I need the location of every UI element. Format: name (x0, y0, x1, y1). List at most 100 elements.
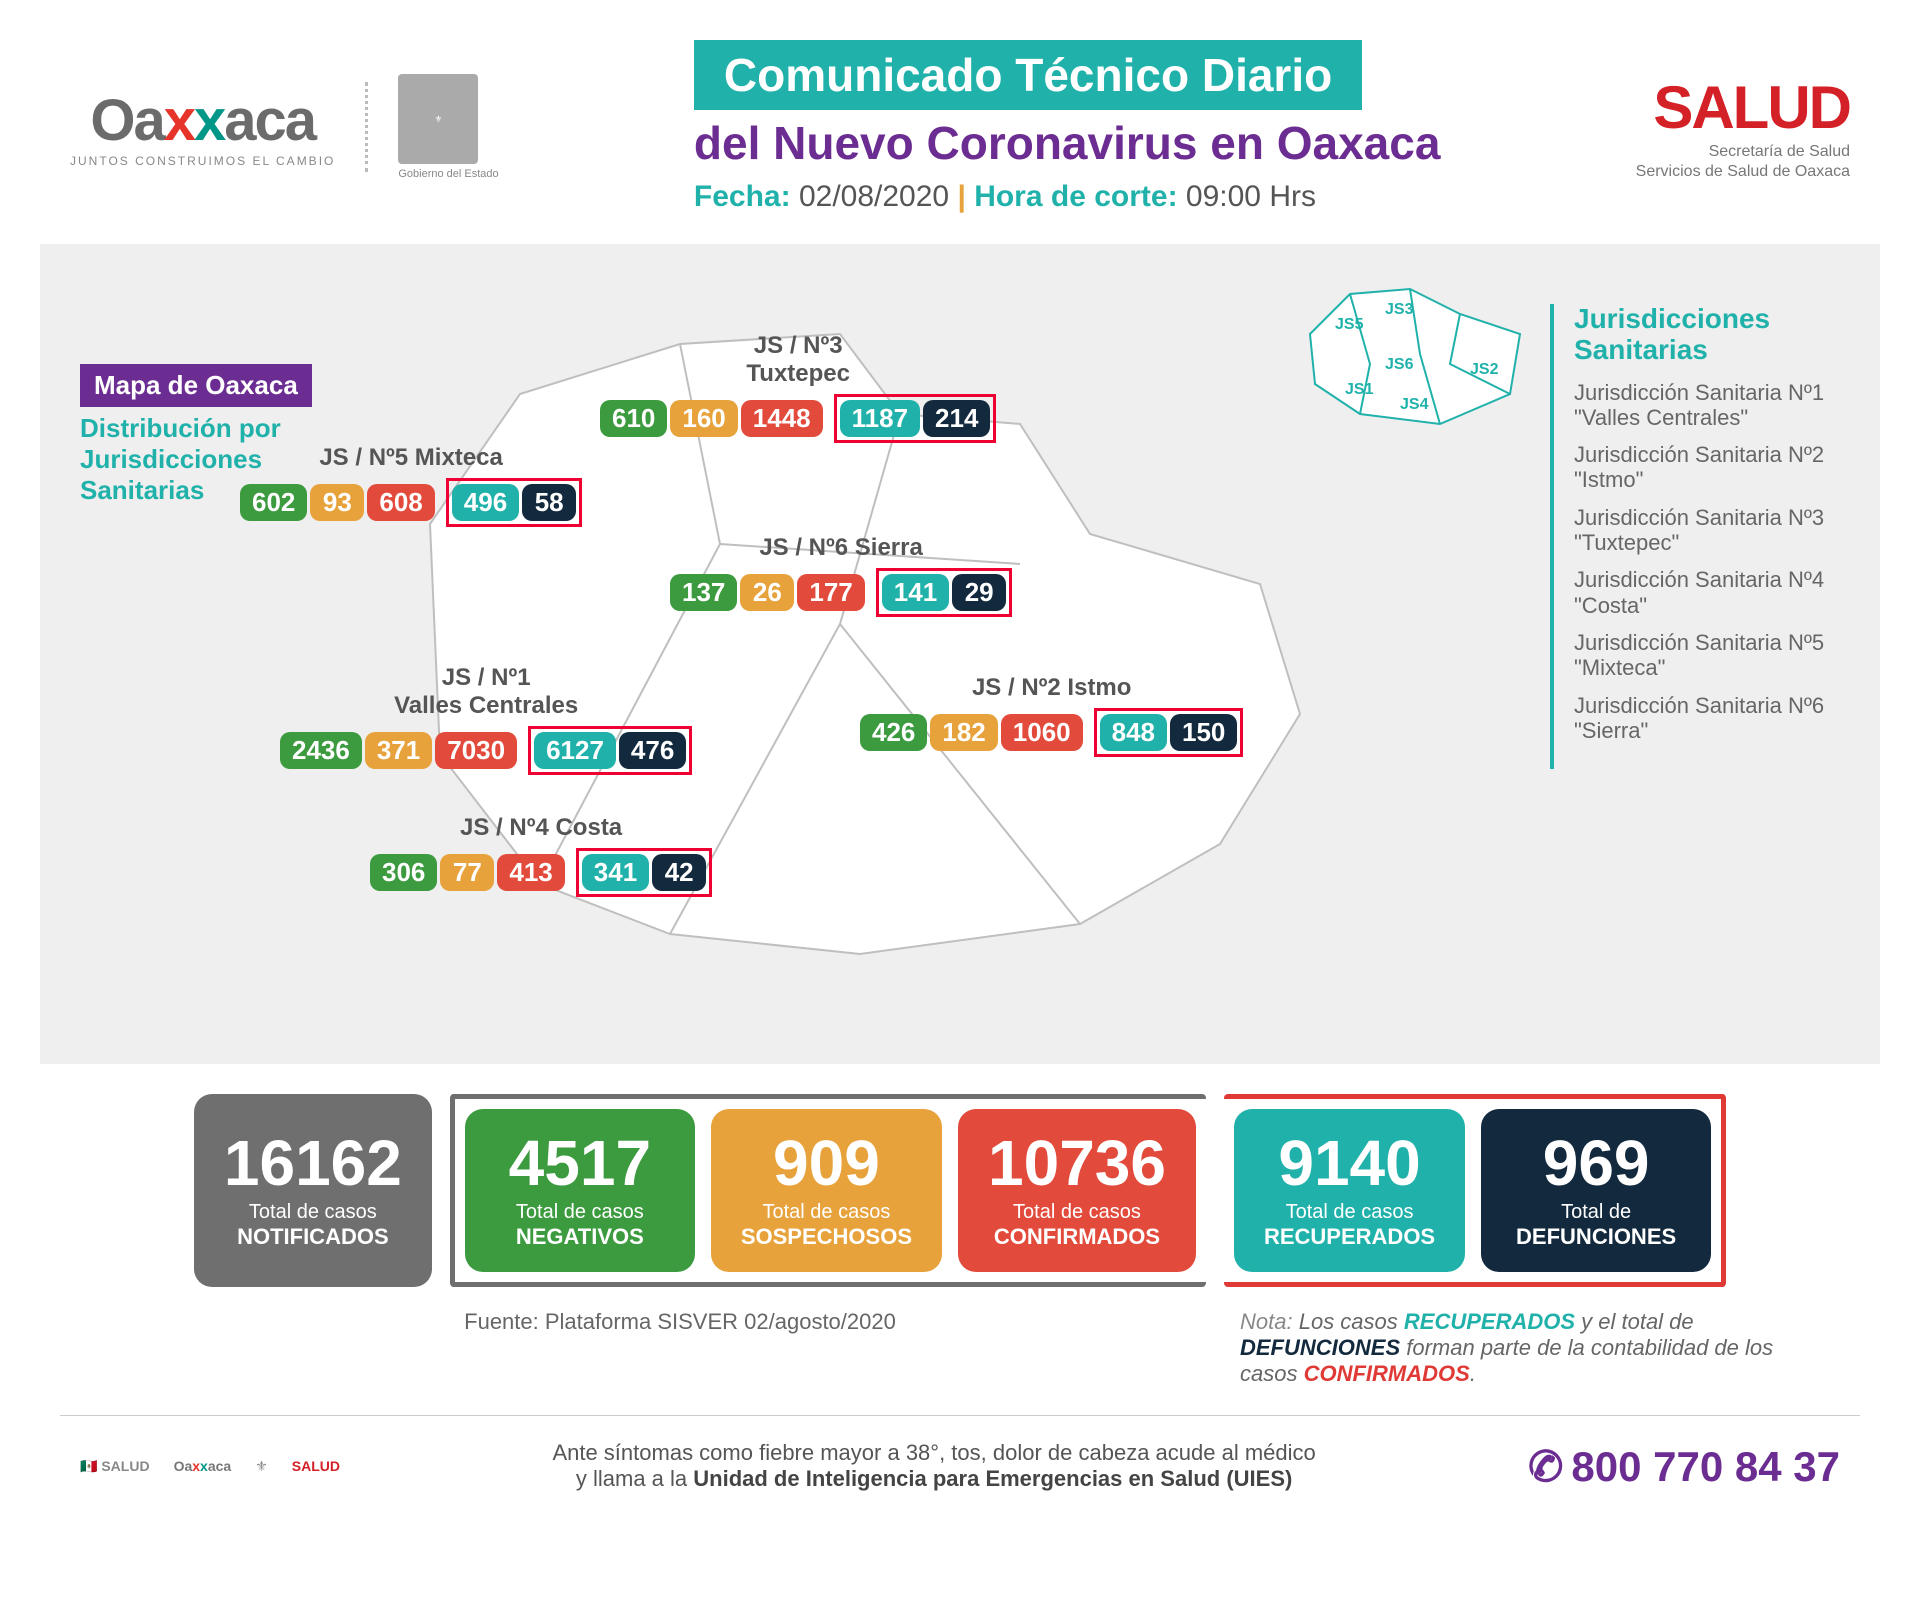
region-negative: 137 (670, 574, 737, 611)
time-label: Hora de corte: (974, 180, 1177, 213)
region-deaths: 150 (1170, 714, 1237, 751)
header-left-logos: Oaxxaca JUNTOS CONSTRUIMOS EL CAMBIO ⚜ G… (70, 74, 499, 180)
salud-mini-logo-icon: SALUD (292, 1458, 340, 1474)
report-dateline: Fecha: 02/08/2020 | Hora de corte: 09:00… (694, 180, 1441, 214)
report-title: Comunicado Técnico Diario (694, 40, 1362, 110)
region-deaths: 58 (522, 484, 576, 521)
total-suspect: 909 Total de casos SOSPECHOSOS (711, 1109, 942, 1272)
salud-mx-logo-icon: 🇲🇽 SALUD (80, 1458, 150, 1475)
salud-sub2: Servicios de Salud de Oaxaca (1636, 162, 1850, 181)
mini-map-icon: JS5 JS3 JS6 JS1 JS4 JS2 (1290, 274, 1540, 434)
region-istmo: JS / Nº2 Istmo4261821060848150 (860, 674, 1243, 757)
region-name: JS / Nº2 Istmo (860, 674, 1243, 702)
bracket-outcomes: 9140 Total de casos RECUPERADOS 969 Tota… (1224, 1094, 1726, 1287)
salud-logo-block: SALUD Secretaría de Salud Servicios de S… (1636, 73, 1850, 180)
total-notified-l1: Total de casos (224, 1201, 402, 1224)
region-recovered: 848 (1100, 714, 1167, 751)
oaxaca-wordmark: Oaxxaca (90, 87, 315, 154)
region-confirmed: 413 (497, 854, 564, 891)
mini-js2: JS2 (1470, 361, 1499, 378)
gov-label: Gobierno del Estado (398, 168, 498, 180)
region-recovered: 6127 (534, 732, 616, 769)
jur-item: Jurisdicción Sanitaria Nº4 "Costa" (1574, 567, 1840, 618)
total-negative-l1: Total de casos (495, 1201, 665, 1224)
jur-item: Jurisdicción Sanitaria Nº6 "Sierra" (1574, 693, 1840, 744)
region-suspect: 26 (740, 574, 794, 611)
region-deaths: 42 (652, 854, 706, 891)
footnote: Nota: Los casos RECUPERADOS y el total d… (1240, 1309, 1800, 1387)
region-stats: 3067741334142 (370, 848, 712, 897)
oaxaca-logo: Oaxxaca JUNTOS CONSTRUIMOS EL CAMBIO (70, 87, 335, 168)
region-name: JS / Nº6 Sierra (670, 534, 1012, 562)
totals-bar: 16162 Total de casos NOTIFICADOS 4517 To… (60, 1094, 1860, 1287)
report-subtitle: del Nuevo Coronavirus en Oaxaca (694, 116, 1441, 170)
region-recovered: 141 (882, 574, 949, 611)
region-negative: 2436 (280, 732, 362, 769)
mini-js5: JS5 (1335, 316, 1364, 333)
jur-list-header: Jurisdicciones Sanitarias (1574, 304, 1840, 366)
nota-label: Nota: (1240, 1309, 1293, 1334)
state-gov-logo: ⚜ Gobierno del Estado (398, 74, 498, 180)
region-outcome-box: 6127476 (528, 726, 692, 775)
total-notified-value: 16162 (224, 1131, 402, 1195)
nota-conf: CONFIRMADOS (1304, 1361, 1470, 1386)
mini-js4: JS4 (1400, 396, 1429, 413)
date-value: 02/08/2020 (799, 180, 949, 213)
region-suspect: 182 (930, 714, 997, 751)
total-deaths: 969 Total de DEFUNCIONES (1481, 1109, 1711, 1272)
source-note-row: Fuente: Plataforma SISVER 02/agosto/2020… (120, 1309, 1800, 1387)
footer-advice: Ante síntomas como fiebre mayor a 38°, t… (552, 1440, 1315, 1492)
gob-mini-icon: ⚜ (255, 1458, 268, 1475)
region-outcome-box: 49658 (446, 478, 582, 527)
salud-wordmark: SALUD (1636, 73, 1850, 142)
region-suspect: 160 (670, 400, 737, 437)
jur-item: Jurisdicción Sanitaria Nº3 "Tuxtepec" (1574, 505, 1840, 556)
total-confirmed-l2: CONFIRMADOS (988, 1224, 1166, 1250)
region-name: JS / Nº1Valles Centrales (280, 664, 692, 720)
region-negative: 610 (600, 400, 667, 437)
nota-def: DEFUNCIONES (1240, 1335, 1400, 1360)
region-outcome-box: 848150 (1094, 708, 1244, 757)
mini-js1: JS1 (1345, 381, 1374, 398)
total-notified-l2: NOTIFICADOS (224, 1224, 402, 1250)
total-confirmed-l1: Total de casos (988, 1201, 1166, 1224)
region-stats: 4261821060848150 (860, 708, 1243, 757)
region-confirmed: 608 (367, 484, 434, 521)
date-label: Fecha: (694, 180, 791, 213)
coat-of-arms-icon: ⚜ (398, 74, 478, 164)
region-deaths: 29 (952, 574, 1006, 611)
region-valles: JS / Nº1Valles Centrales 2436371703061274… (280, 664, 692, 775)
region-suspect: 77 (440, 854, 494, 891)
nota-pre: Los casos (1299, 1309, 1404, 1334)
region-name: JS / Nº5 Mixteca (240, 444, 582, 472)
footer-logos: 🇲🇽 SALUD Oaxxaca ⚜ SALUD (80, 1458, 340, 1475)
region-confirmed: 1060 (1001, 714, 1083, 751)
total-negative-l2: NEGATIVOS (495, 1224, 665, 1250)
region-deaths: 476 (619, 732, 686, 769)
nota-rec: RECUPERADOS (1404, 1309, 1575, 1334)
nota-mid1: y el total de (1575, 1309, 1694, 1334)
region-tuxtepec: JS / Nº3Tuxtepec61016014481187214 (600, 332, 996, 443)
total-recovered-l2: RECUPERADOS (1264, 1224, 1435, 1250)
region-outcome-box: 14129 (876, 568, 1012, 617)
footer: 🇲🇽 SALUD Oaxxaca ⚜ SALUD Ante síntomas c… (60, 1415, 1860, 1532)
jur-item: Jurisdicción Sanitaria Nº5 "Mixteca" (1574, 630, 1840, 681)
mini-js6: JS6 (1385, 356, 1414, 373)
total-deaths-value: 969 (1511, 1131, 1681, 1195)
jur-item: Jurisdicción Sanitaria Nº2 "Istmo" (1574, 442, 1840, 493)
total-confirmed: 10736 Total de casos CONFIRMADOS (958, 1109, 1196, 1272)
divider (365, 82, 368, 172)
region-stats: 1372617714129 (670, 568, 1012, 617)
total-suspect-l1: Total de casos (741, 1201, 912, 1224)
header-title-block: Comunicado Técnico Diario del Nuevo Coro… (694, 40, 1441, 214)
nota-end: . (1470, 1361, 1476, 1386)
footer-phone: ✆800 770 84 37 (1528, 1442, 1840, 1491)
total-deaths-l2: DEFUNCIONES (1511, 1224, 1681, 1250)
region-negative: 306 (370, 854, 437, 891)
region-stats: 243637170306127476 (280, 726, 692, 775)
salud-sub1: Secretaría de Salud (1636, 142, 1850, 161)
region-recovered: 1187 (840, 400, 920, 437)
total-negative: 4517 Total de casos NEGATIVOS (465, 1109, 695, 1272)
date-separator: | (957, 180, 974, 213)
mini-js3: JS3 (1385, 301, 1414, 318)
